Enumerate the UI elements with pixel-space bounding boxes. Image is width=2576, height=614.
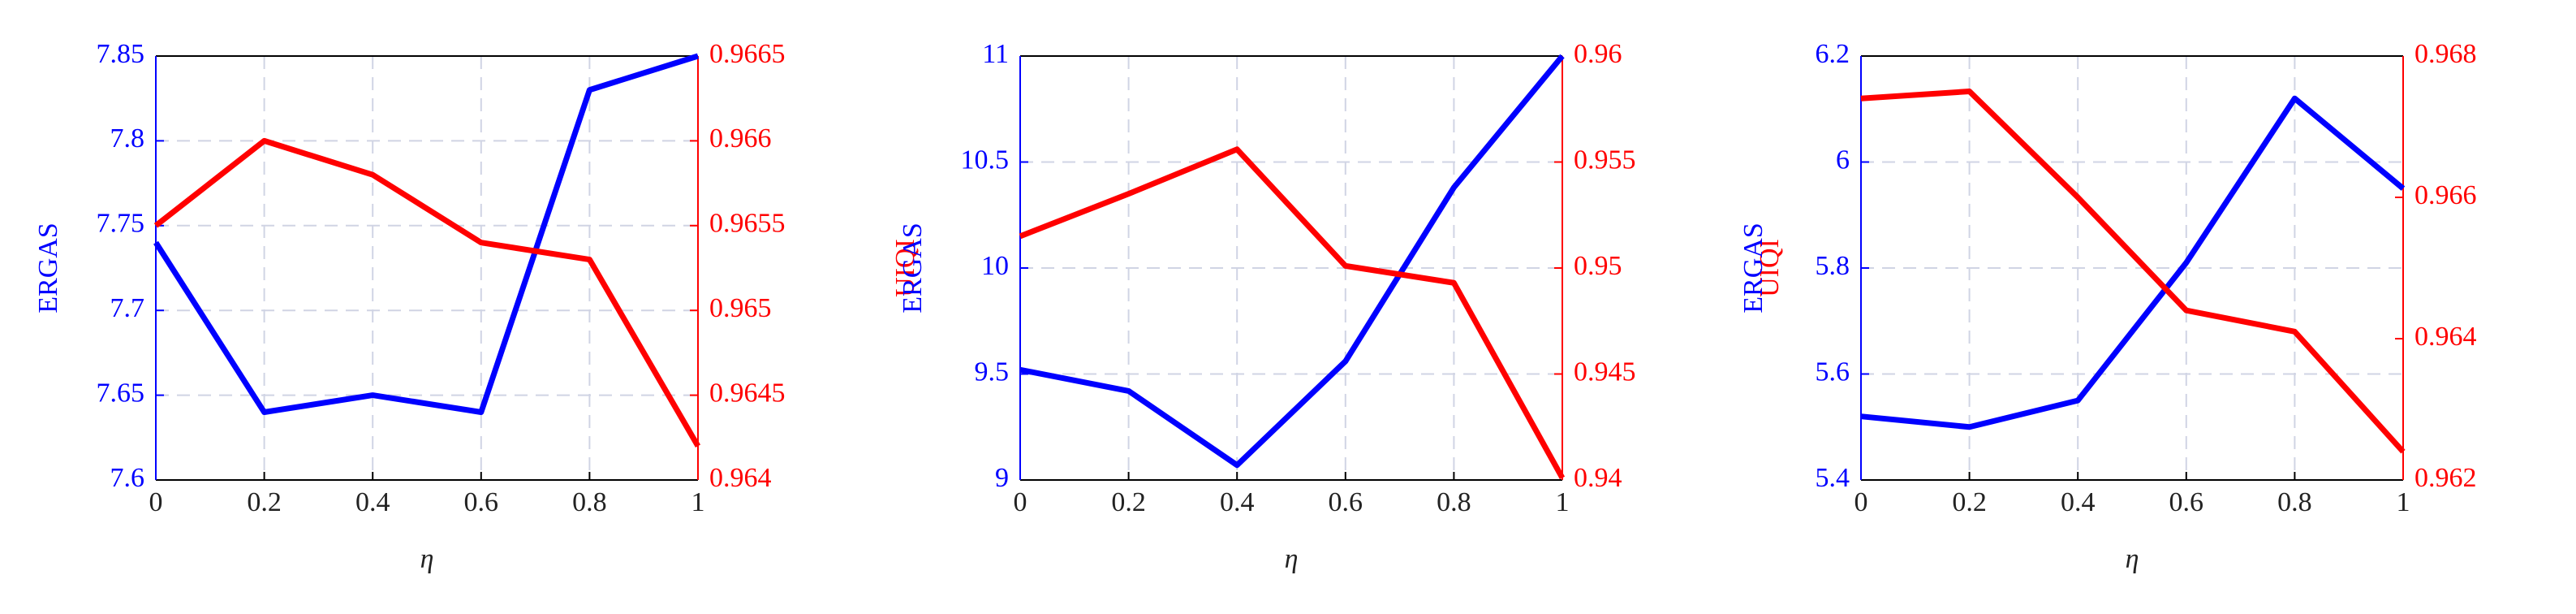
x-tick-label: 0.8 [1437,487,1471,517]
y2-tick-label: 0.945 [1574,357,1636,387]
y-tick-label: 9.5 [975,357,1010,387]
x-tick-label: 0.6 [464,487,499,517]
y2-tick-label: 0.964 [709,463,772,493]
series-line [153,137,701,448]
y2-tick-label: 0.96 [1574,39,1622,69]
x-axis-label: η [420,544,434,574]
x-tick-label: 0 [1854,487,1868,517]
y-tick-label: 5.8 [1816,251,1850,281]
y2-axis-label: UIQI [890,239,920,297]
x-tick-label: 1 [691,487,705,517]
y-tick-label: 5.4 [1816,463,1850,493]
x-tick-label: 0.4 [1220,487,1255,517]
series-line [153,53,700,415]
y-tick-label: 6 [1836,145,1850,175]
x-tick-label: 0 [1014,487,1027,517]
y-tick-label: 6.2 [1816,39,1850,69]
y2-tick-label: 0.9665 [709,39,786,69]
y2-tick-label: 0.9645 [709,378,786,408]
x-tick-label: 0.2 [1952,487,1987,517]
x-tick-label: 0.2 [247,487,282,517]
y-tick-label: 5.6 [1816,357,1850,387]
y-tick-label: 10 [981,251,1009,281]
y-axis-label: ERGAS [33,223,63,313]
y-axis-label: ERGAS [898,223,928,313]
y2-tick-label: 0.94 [1574,463,1622,493]
y-tick-label: 7.85 [97,39,145,69]
x-tick-label: 0.2 [1111,487,1146,517]
y2-tick-label: 0.965 [709,293,772,323]
y-tick-label: 7.7 [110,293,145,323]
y2-tick-label: 0.955 [1574,145,1636,175]
x-tick-label: 0.6 [1329,487,1363,517]
x-tick-label: 0 [149,487,163,517]
x-tick-label: 0.8 [2277,487,2312,517]
x-tick-label: 0.6 [2169,487,2204,517]
y-tick-label: 10.5 [961,145,1010,175]
y2-tick-label: 0.964 [2414,322,2477,352]
y2-tick-label: 0.95 [1574,251,1622,281]
x-axis-label: η [2126,544,2139,574]
x-tick-label: 1 [2397,487,2410,517]
x-tick-label: 0.4 [2061,487,2096,517]
x-tick-label: 1 [1556,487,1570,517]
y-tick-label: 7.6 [110,463,145,493]
series-line [1860,95,2406,430]
y2-tick-label: 0.968 [2414,39,2477,69]
series-line [1019,54,1565,469]
y-tick-label: 7.75 [97,209,145,239]
y2-axis-label: UIQI [1755,239,1785,297]
y-tick-label: 7.8 [110,123,145,154]
series-line [1019,146,1566,480]
x-tick-label: 0.4 [355,487,390,517]
series-line [1860,89,2406,454]
y-axis-label: ERGAS [1738,223,1768,313]
y2-tick-label: 0.9655 [709,209,786,239]
y2-tick-label: 0.962 [2414,463,2477,493]
y2-tick-label: 0.966 [709,123,772,154]
y-tick-label: 7.65 [97,378,145,408]
y-tick-label: 11 [982,39,1009,69]
y2-tick-label: 0.966 [2414,180,2477,210]
x-tick-label: 0.8 [572,487,607,517]
x-axis-label: η [1285,544,1299,574]
y-tick-label: 9 [995,463,1009,493]
